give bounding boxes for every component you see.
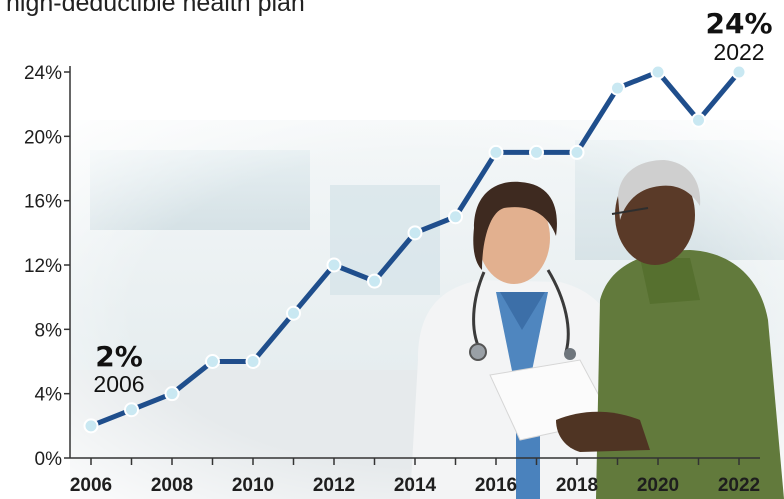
- y-tick-label: 0%: [35, 449, 63, 470]
- x-tick-label: 2020: [637, 475, 679, 496]
- data-point: [205, 354, 220, 369]
- x-tick-label: 2016: [475, 475, 517, 496]
- x-tick-label: 2014: [394, 475, 437, 496]
- data-point: [448, 209, 463, 225]
- y-tick-label: 8%: [35, 320, 63, 341]
- data-point: [610, 80, 625, 96]
- patient-figure: [556, 160, 784, 499]
- data-point: [286, 305, 301, 321]
- chart-axes: 0% 4% 8% 12% 16% 20% 24% 2006 2008 2010 2012 2014 20…: [24, 63, 760, 496]
- data-point: [569, 144, 585, 160]
- chart-title-fragment: high-deductible health plan: [6, 0, 305, 17]
- x-tick-label: 2006: [70, 475, 112, 496]
- x-tick-label: 2022: [718, 475, 760, 496]
- y-tick-label: 20%: [24, 127, 62, 148]
- data-point: [407, 225, 423, 241]
- y-tick-label: 12%: [24, 256, 62, 277]
- x-tick-label: 2010: [232, 475, 274, 496]
- data-point: [367, 273, 382, 289]
- chart-annotations: 2%2006 24%2022: [93, 7, 772, 397]
- y-tick-label: 16%: [24, 192, 62, 213]
- x-tick-label: 2018: [556, 475, 598, 496]
- data-point: [691, 112, 706, 128]
- data-point: [245, 354, 261, 369]
- data-series: [83, 64, 747, 434]
- y-tick-label: 4%: [35, 385, 63, 406]
- x-tick-label: 2012: [313, 475, 355, 496]
- data-point: [650, 64, 666, 80]
- annotation-value: 24%: [705, 7, 772, 40]
- annotation-value: 2%: [95, 340, 143, 373]
- data-point: [83, 418, 99, 434]
- data-point: [488, 144, 504, 160]
- data-point: [326, 257, 342, 273]
- data-point: [529, 144, 544, 160]
- y-tick-label: 24%: [24, 63, 62, 84]
- data-point: [164, 386, 180, 402]
- annotation-label: 2006: [93, 371, 144, 397]
- annotation-label: 2022: [713, 39, 764, 65]
- data-point: [124, 402, 139, 418]
- data-point: [731, 64, 747, 80]
- x-tick-label: 2008: [151, 475, 193, 496]
